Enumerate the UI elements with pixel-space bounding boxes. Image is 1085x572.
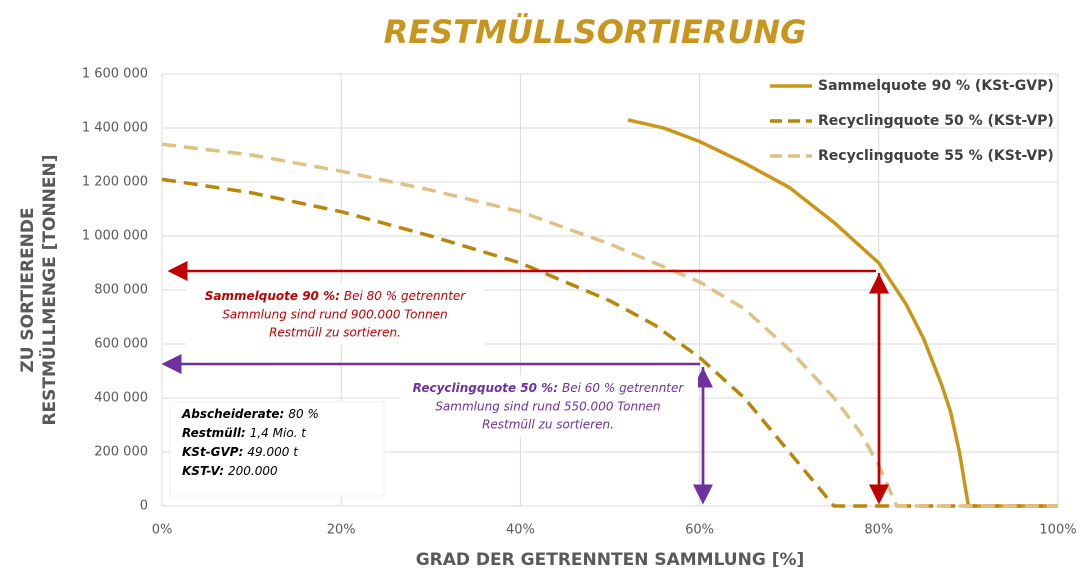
- annotation: Recyclingquote 50 %: Bei 60 % getrennter: [413, 381, 685, 395]
- info-key: Abscheiderate:: [181, 407, 284, 421]
- x-tick-label: 40%: [506, 523, 535, 538]
- y-tick-label: 400 000: [94, 391, 148, 406]
- info-value: 80 %: [288, 407, 319, 421]
- line-series: [627, 118, 1058, 508]
- y-axis-label: RESTMÜLLMENGE [TONNEN]: [38, 154, 60, 425]
- info-line: Abscheiderate: 80 %: [181, 407, 319, 421]
- legend-label: Sammelquote 90 % (KSt-GVP): [818, 78, 1054, 94]
- x-tick-label: 60%: [685, 523, 714, 538]
- annotation-text: Bei 80 % getrennter: [344, 289, 466, 303]
- x-tick-label: 0%: [152, 523, 173, 538]
- annotation-text: Sammlung sind rund 550.000 Tonnen: [435, 400, 660, 414]
- info-value: 200.000: [228, 464, 278, 478]
- annotation-text: Restmüll zu sortieren.: [482, 418, 614, 432]
- y-tick-label: 1 200 000: [82, 175, 148, 190]
- x-tick-label: 100%: [1039, 523, 1076, 538]
- legend: Sammelquote 90 % (KSt-GVP) Recyclingquote…: [770, 78, 1054, 164]
- annotation-bold: Sammelquote 90 %:: [205, 289, 340, 303]
- info-line: KSt-GVP: 49.000 t: [182, 445, 299, 459]
- info-value: 49.000 t: [247, 445, 299, 459]
- info-key: Restmüll:: [182, 426, 246, 440]
- annotation-text: Sammlung sind rund 900.000 Tonnen: [222, 308, 447, 322]
- info-line: Restmüll: 1,4 Mio. t: [182, 426, 307, 440]
- lines: [161, 118, 1058, 508]
- y-tick-label: 1 600 000: [82, 67, 148, 82]
- info-key: KSt-GVP:: [182, 445, 243, 459]
- y-tick-label: 1 000 000: [82, 229, 148, 244]
- annotation-text: Bei 60 % getrennter: [562, 381, 684, 395]
- legend-label: Recyclingquote 50 % (KSt-VP): [818, 113, 1054, 129]
- annotation-box: [400, 375, 698, 437]
- info: Abscheiderate: 80 % Restmüll: 1,4 Mio. t KSt…: [181, 407, 319, 478]
- x-tick-label: 80%: [864, 523, 893, 538]
- annotation-text: Restmüll zu sortieren.: [269, 326, 401, 340]
- info-key: KST-V:: [182, 464, 224, 478]
- y-tick-label: 600 000: [94, 337, 148, 352]
- y-axis-label: ZU SORTIERENDE: [18, 207, 38, 372]
- y-tick-label: 200 000: [94, 445, 148, 460]
- y-tick-label: 800 000: [94, 283, 148, 298]
- info-line: KST-V: 200.000: [182, 464, 278, 478]
- y-tick-label: 0: [140, 499, 148, 514]
- x-axis-label: GRAD DER GETRENNTEN SAMMLUNG [%]: [416, 550, 805, 570]
- x-tick-label: 20%: [327, 523, 356, 538]
- line-series: [161, 177, 1058, 508]
- info-box: [169, 401, 385, 497]
- annotation-box: [186, 283, 484, 345]
- y-tick-label: 1 400 000: [82, 121, 148, 136]
- annotation: Sammelquote 90 %: Bei 80 % getrennter: [205, 289, 467, 303]
- annotation-bold: Recyclingquote 50 %:: [413, 381, 558, 395]
- chart-title: RESTMÜLLSORTIERUNG: [384, 13, 807, 51]
- legend-label: Recyclingquote 55 % (KSt-VP): [818, 148, 1054, 164]
- line-series: [161, 142, 1058, 508]
- info-value: 1,4 Mio. t: [250, 426, 308, 440]
